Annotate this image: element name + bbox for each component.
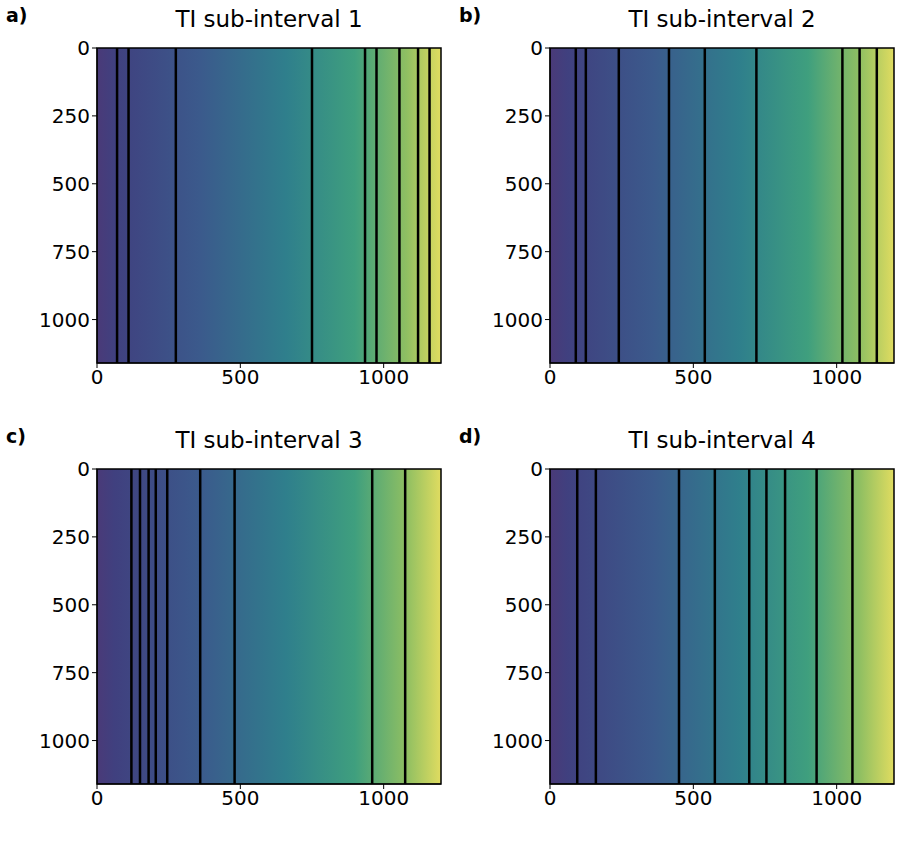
svg-text:0: 0	[77, 36, 90, 60]
html-text:a): a)	[6, 4, 28, 26]
svg-text:750: 750	[52, 661, 90, 685]
svg-text:500: 500	[674, 786, 712, 810]
svg-text:1000: 1000	[811, 786, 862, 810]
svg-text:1000: 1000	[39, 308, 90, 332]
html-text:c): c)	[6, 425, 26, 447]
html-text:TI sub-interval 1: TI sub-interval 1	[175, 6, 363, 32]
svg-text:250: 250	[52, 525, 90, 549]
svg-text:1000: 1000	[492, 308, 543, 332]
svg-text:500: 500	[674, 365, 712, 389]
html-text:b): b)	[459, 4, 482, 26]
svg-text:1000: 1000	[358, 786, 409, 810]
svg-text:500: 500	[52, 593, 90, 617]
svg-text:0: 0	[77, 457, 90, 481]
svg-text:500: 500	[52, 172, 90, 196]
svg-text:0: 0	[544, 786, 557, 810]
html-text:d): d)	[459, 425, 482, 447]
html-text:TI sub-interval 2: TI sub-interval 2	[628, 6, 816, 32]
svg-text:750: 750	[505, 661, 543, 685]
svg-text:250: 250	[505, 104, 543, 128]
svg-text:750: 750	[52, 240, 90, 264]
svg-text:0: 0	[530, 36, 543, 60]
svg-text:500: 500	[221, 786, 259, 810]
svg-text:1000: 1000	[358, 365, 409, 389]
svg-text:0: 0	[91, 365, 104, 389]
svg-text:750: 750	[505, 240, 543, 264]
svg-text:500: 500	[221, 365, 259, 389]
svg-text:1000: 1000	[492, 729, 543, 753]
svg-text:250: 250	[505, 525, 543, 549]
html-text:TI sub-interval 4: TI sub-interval 4	[628, 427, 816, 453]
svg-text:0: 0	[91, 786, 104, 810]
html-text:TI sub-interval 3: TI sub-interval 3	[175, 427, 363, 453]
svg-text:500: 500	[505, 172, 543, 196]
svg-text:500: 500	[505, 593, 543, 617]
svg-text:1000: 1000	[811, 365, 862, 389]
svg-text:0: 0	[530, 457, 543, 481]
svg-text:250: 250	[52, 104, 90, 128]
svg-text:0: 0	[544, 365, 557, 389]
svg-text:1000: 1000	[39, 729, 90, 753]
